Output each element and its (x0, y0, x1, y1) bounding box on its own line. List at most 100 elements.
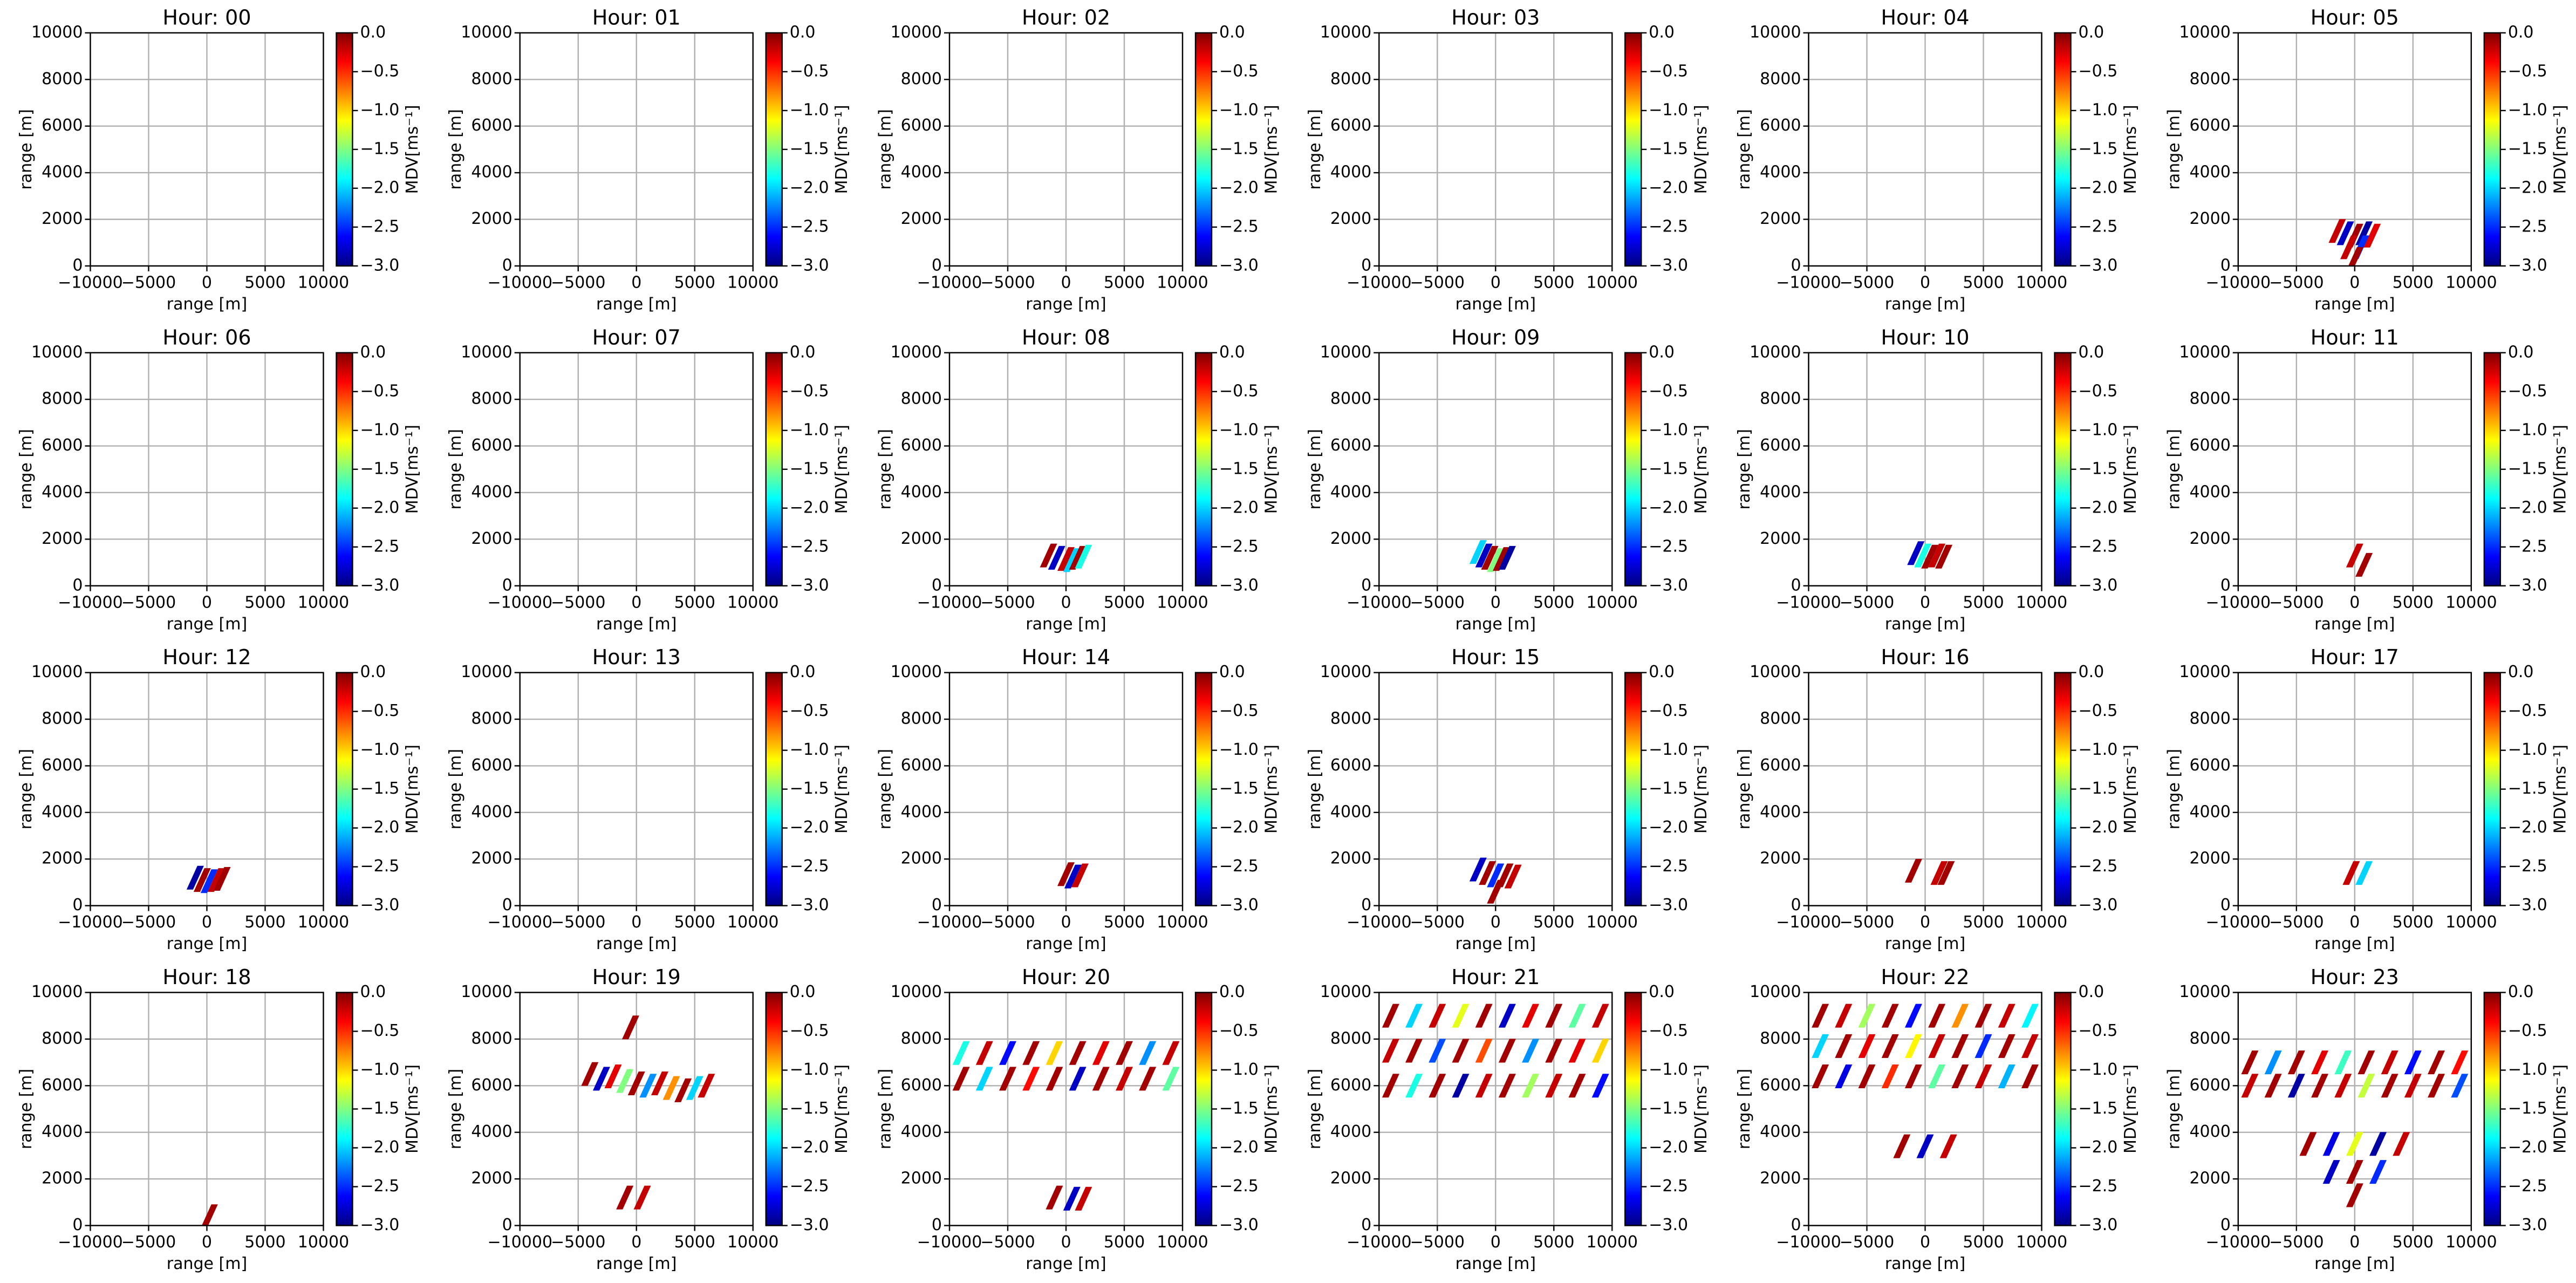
data-cell (2287, 1050, 2305, 1075)
x-tick-label: −10000 (58, 913, 123, 932)
x-tick-label: −5000 (551, 913, 605, 932)
y-tick-label: 0 (1361, 896, 1371, 915)
data-cell (2299, 1132, 2317, 1156)
y-tick-label: 2000 (471, 849, 512, 868)
y-axis-label: range [m] (2164, 429, 2183, 509)
axes-frame (519, 672, 754, 906)
x-tick-label: 5000 (2393, 1233, 2434, 1252)
data-cell (1835, 1004, 1853, 1028)
y-tick-label: 0 (2220, 256, 2231, 275)
y-tick-label: 8000 (1330, 390, 1371, 408)
x-tick-label: −5000 (1840, 913, 1894, 932)
y-axis-label: range [m] (1735, 1069, 1754, 1149)
x-tick-label: −10000 (1347, 1233, 1412, 1252)
colorbar-tick-label: −3.0 (790, 576, 829, 595)
data-cell (1382, 1074, 1399, 1098)
y-tick-label: 0 (502, 1216, 513, 1234)
colorbar-tick-label: −2.0 (790, 1138, 829, 1157)
data-cell (1522, 1039, 1540, 1063)
x-tick-label: −5000 (121, 593, 176, 612)
colorbar-tick-label: −2.0 (360, 498, 399, 517)
y-axis-label: range [m] (2164, 1069, 2183, 1149)
colorbar-label: MDV[ms⁻¹] (832, 1064, 851, 1154)
y-tick-label: 2000 (1760, 529, 1801, 548)
colorbar-tick-label: −2.5 (2079, 1177, 2118, 1196)
data-cell (1405, 1004, 1423, 1028)
data-cell (1046, 1185, 1063, 1210)
colorbar-tick-label: −1.0 (360, 1060, 399, 1079)
colorbar-tick-label: −0.5 (2508, 62, 2547, 80)
x-tick-label: −10000 (2206, 913, 2271, 932)
x-tick-label: 0 (1920, 913, 1930, 932)
x-tick-label: −10000 (1347, 593, 1412, 612)
colorbar (2054, 672, 2072, 906)
data-cell (633, 1185, 651, 1210)
y-tick-label: 2000 (901, 1169, 942, 1188)
colorbar-tick-label: −1.5 (790, 779, 829, 798)
y-tick-label: 6000 (1760, 756, 1801, 775)
colorbar (765, 672, 783, 906)
colorbar-tick-label: −3.0 (790, 896, 829, 915)
data-cell (616, 1185, 634, 1210)
axes-frame (2237, 672, 2472, 906)
y-tick-label: 4000 (471, 482, 512, 501)
colorbar-tick-label: −2.5 (2079, 537, 2118, 556)
y-tick-label: 0 (2220, 576, 2231, 595)
subplot-title: Hour: 09 (1451, 325, 1540, 349)
colorbar-tick-label: −0.5 (2508, 1021, 2547, 1040)
y-axis-label: range [m] (2164, 749, 2183, 829)
subplot-title: Hour: 01 (592, 5, 681, 29)
x-tick-label: 10000 (727, 1233, 778, 1252)
colorbar-tick-label: −1.5 (2508, 779, 2547, 798)
data-cell (2358, 1050, 2375, 1075)
y-tick-label: 10000 (1320, 982, 1371, 1001)
subplot-title: Hour: 23 (2311, 965, 2399, 989)
y-tick-label: 4000 (471, 1122, 512, 1141)
x-tick-label: 10000 (298, 913, 349, 932)
x-tick-label: −10000 (487, 1233, 552, 1252)
x-tick-label: 5000 (1104, 913, 1145, 932)
y-tick-label: 4000 (1760, 802, 1801, 821)
axes-frame (90, 32, 324, 267)
x-tick-label: 10000 (1587, 273, 1638, 292)
colorbar (336, 32, 353, 267)
y-tick-label: 6000 (1760, 436, 1801, 455)
x-tick-label: 10000 (2016, 273, 2067, 292)
data-cell (186, 865, 204, 890)
x-axis-label: range [m] (2314, 615, 2395, 633)
colorbar-tick-label: −2.5 (1649, 857, 1688, 876)
x-tick-label: 5000 (1104, 273, 1145, 292)
colorbar-tick-label: −2.5 (1649, 217, 1688, 236)
colorbar-tick-label: 0.0 (1219, 663, 1245, 681)
x-tick-label: 0 (1061, 913, 1071, 932)
x-tick-label: 10000 (2445, 593, 2497, 612)
y-tick-label: 2000 (471, 1169, 512, 1188)
data-cell (627, 1071, 645, 1095)
y-tick-label: 6000 (901, 116, 942, 135)
x-axis-label: range [m] (1885, 295, 1965, 313)
colorbar-tick-label: −1.5 (1649, 779, 1688, 798)
colorbar-tick-label: −2.5 (1219, 1177, 1259, 1196)
colorbar-tick-label: −0.5 (360, 701, 399, 720)
colorbar-tick-label: −1.0 (790, 1060, 829, 1079)
colorbar-tick-label: −3.0 (1219, 256, 1259, 275)
colorbar-label: MDV[ms⁻¹] (2551, 105, 2570, 194)
colorbar-tick-label: 0.0 (360, 23, 386, 42)
x-tick-label: −5000 (1410, 1233, 1465, 1252)
colorbar (2483, 992, 2502, 1226)
x-axis-label: range [m] (1026, 934, 1106, 953)
y-tick-label: 6000 (901, 756, 942, 775)
subplot-title: Hour: 22 (1881, 965, 1969, 989)
data-cell (1405, 1039, 1423, 1063)
data-cell (952, 1041, 970, 1065)
data-cell (1545, 1004, 1563, 1028)
colorbar-tick-label: −2.5 (360, 537, 399, 556)
colorbar-tick-label: −3.0 (1649, 576, 1688, 595)
data-cell (2404, 1074, 2422, 1098)
x-tick-label: 10000 (1157, 593, 1208, 612)
x-tick-label: −10000 (2206, 1233, 2271, 1252)
y-tick-label: 0 (932, 896, 942, 915)
axes-frame (948, 672, 1184, 906)
colorbar-tick-label: −2.0 (2079, 1138, 2118, 1157)
